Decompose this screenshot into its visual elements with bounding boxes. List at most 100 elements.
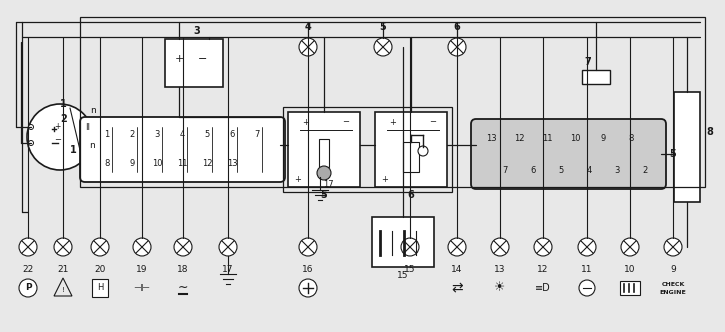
Text: 6: 6 (229, 129, 235, 138)
Text: 5: 5 (670, 149, 676, 159)
Text: 20: 20 (94, 265, 106, 274)
Text: 11: 11 (177, 158, 187, 168)
Text: 9: 9 (670, 265, 676, 274)
Bar (582, 70, 610, 84)
Text: 10: 10 (152, 158, 162, 168)
Text: ∼: ∼ (178, 281, 188, 293)
Circle shape (299, 279, 317, 297)
Text: −: − (199, 54, 207, 64)
Text: 2: 2 (129, 129, 135, 138)
Text: +: + (302, 118, 310, 126)
Bar (288, 112, 360, 187)
Circle shape (27, 104, 93, 170)
Text: 10: 10 (570, 133, 580, 142)
Bar (92, 279, 108, 297)
Text: 15: 15 (405, 265, 415, 274)
Bar (403, 142, 419, 172)
Bar (319, 139, 329, 167)
Bar (375, 112, 447, 187)
Text: +: + (174, 54, 183, 64)
Text: 1: 1 (70, 145, 76, 155)
Text: −: − (342, 118, 349, 126)
Text: 5: 5 (204, 129, 210, 138)
Text: 4: 4 (304, 22, 311, 32)
Bar (372, 217, 434, 267)
Circle shape (578, 238, 596, 256)
Circle shape (317, 166, 331, 180)
Text: 7: 7 (254, 129, 260, 138)
Circle shape (401, 238, 419, 256)
Text: 18: 18 (177, 265, 189, 274)
Bar (80, 17, 705, 187)
FancyBboxPatch shape (80, 117, 285, 182)
Circle shape (418, 146, 428, 156)
Text: 16: 16 (302, 265, 314, 274)
Circle shape (579, 280, 595, 296)
Text: 12: 12 (514, 133, 524, 142)
Circle shape (133, 238, 151, 256)
Text: 15: 15 (397, 271, 409, 280)
Text: 1: 1 (104, 129, 109, 138)
Circle shape (28, 124, 33, 129)
Circle shape (219, 238, 237, 256)
Text: ENGINE: ENGINE (660, 290, 687, 295)
Text: 13: 13 (486, 133, 497, 142)
Bar (620, 281, 640, 295)
Text: 4: 4 (587, 165, 592, 175)
Text: +: + (294, 175, 302, 184)
Circle shape (28, 140, 33, 145)
Text: ☀: ☀ (494, 282, 505, 294)
Circle shape (299, 238, 317, 256)
Text: 12: 12 (537, 265, 549, 274)
Text: 3: 3 (154, 129, 160, 138)
Bar (283, 107, 452, 192)
Text: P: P (25, 284, 31, 292)
Text: 2: 2 (642, 165, 647, 175)
Circle shape (621, 238, 639, 256)
Text: +: + (381, 175, 389, 184)
Text: 14: 14 (451, 265, 463, 274)
Text: H: H (97, 284, 103, 292)
Text: 19: 19 (136, 265, 148, 274)
Circle shape (19, 279, 37, 297)
Circle shape (174, 238, 192, 256)
Text: 22: 22 (22, 265, 33, 274)
Text: 9: 9 (600, 133, 605, 142)
Circle shape (491, 238, 509, 256)
Text: 9: 9 (129, 158, 135, 168)
Text: 7: 7 (584, 57, 592, 67)
Text: 10: 10 (624, 265, 636, 274)
Circle shape (299, 38, 317, 56)
Text: +: + (389, 118, 397, 126)
Text: 2: 2 (61, 114, 67, 124)
Circle shape (19, 238, 37, 256)
Text: CHECK: CHECK (661, 283, 684, 288)
Circle shape (374, 38, 392, 56)
Bar (674, 92, 700, 202)
Text: 12: 12 (202, 158, 212, 168)
Text: 5: 5 (558, 165, 563, 175)
Text: +: + (54, 122, 60, 130)
Text: 17: 17 (223, 265, 233, 274)
Text: 13: 13 (494, 265, 506, 274)
Circle shape (91, 238, 109, 256)
Text: 1: 1 (59, 99, 67, 109)
Text: n: n (90, 106, 96, 115)
Text: 3: 3 (614, 165, 620, 175)
Text: 11: 11 (542, 133, 552, 142)
Circle shape (664, 238, 682, 256)
Text: 8: 8 (104, 158, 109, 168)
Text: −: − (54, 135, 62, 144)
Text: 6: 6 (407, 190, 415, 200)
Text: 8: 8 (629, 133, 634, 142)
FancyBboxPatch shape (471, 119, 666, 189)
Text: ⇄: ⇄ (451, 281, 463, 295)
Text: II: II (86, 123, 91, 131)
Text: 7: 7 (502, 165, 507, 175)
Text: n: n (89, 140, 95, 149)
Circle shape (448, 238, 466, 256)
Text: ⊣⊢: ⊣⊢ (133, 283, 151, 293)
Text: 5: 5 (320, 190, 328, 200)
Text: 6: 6 (454, 22, 460, 32)
Circle shape (448, 38, 466, 56)
